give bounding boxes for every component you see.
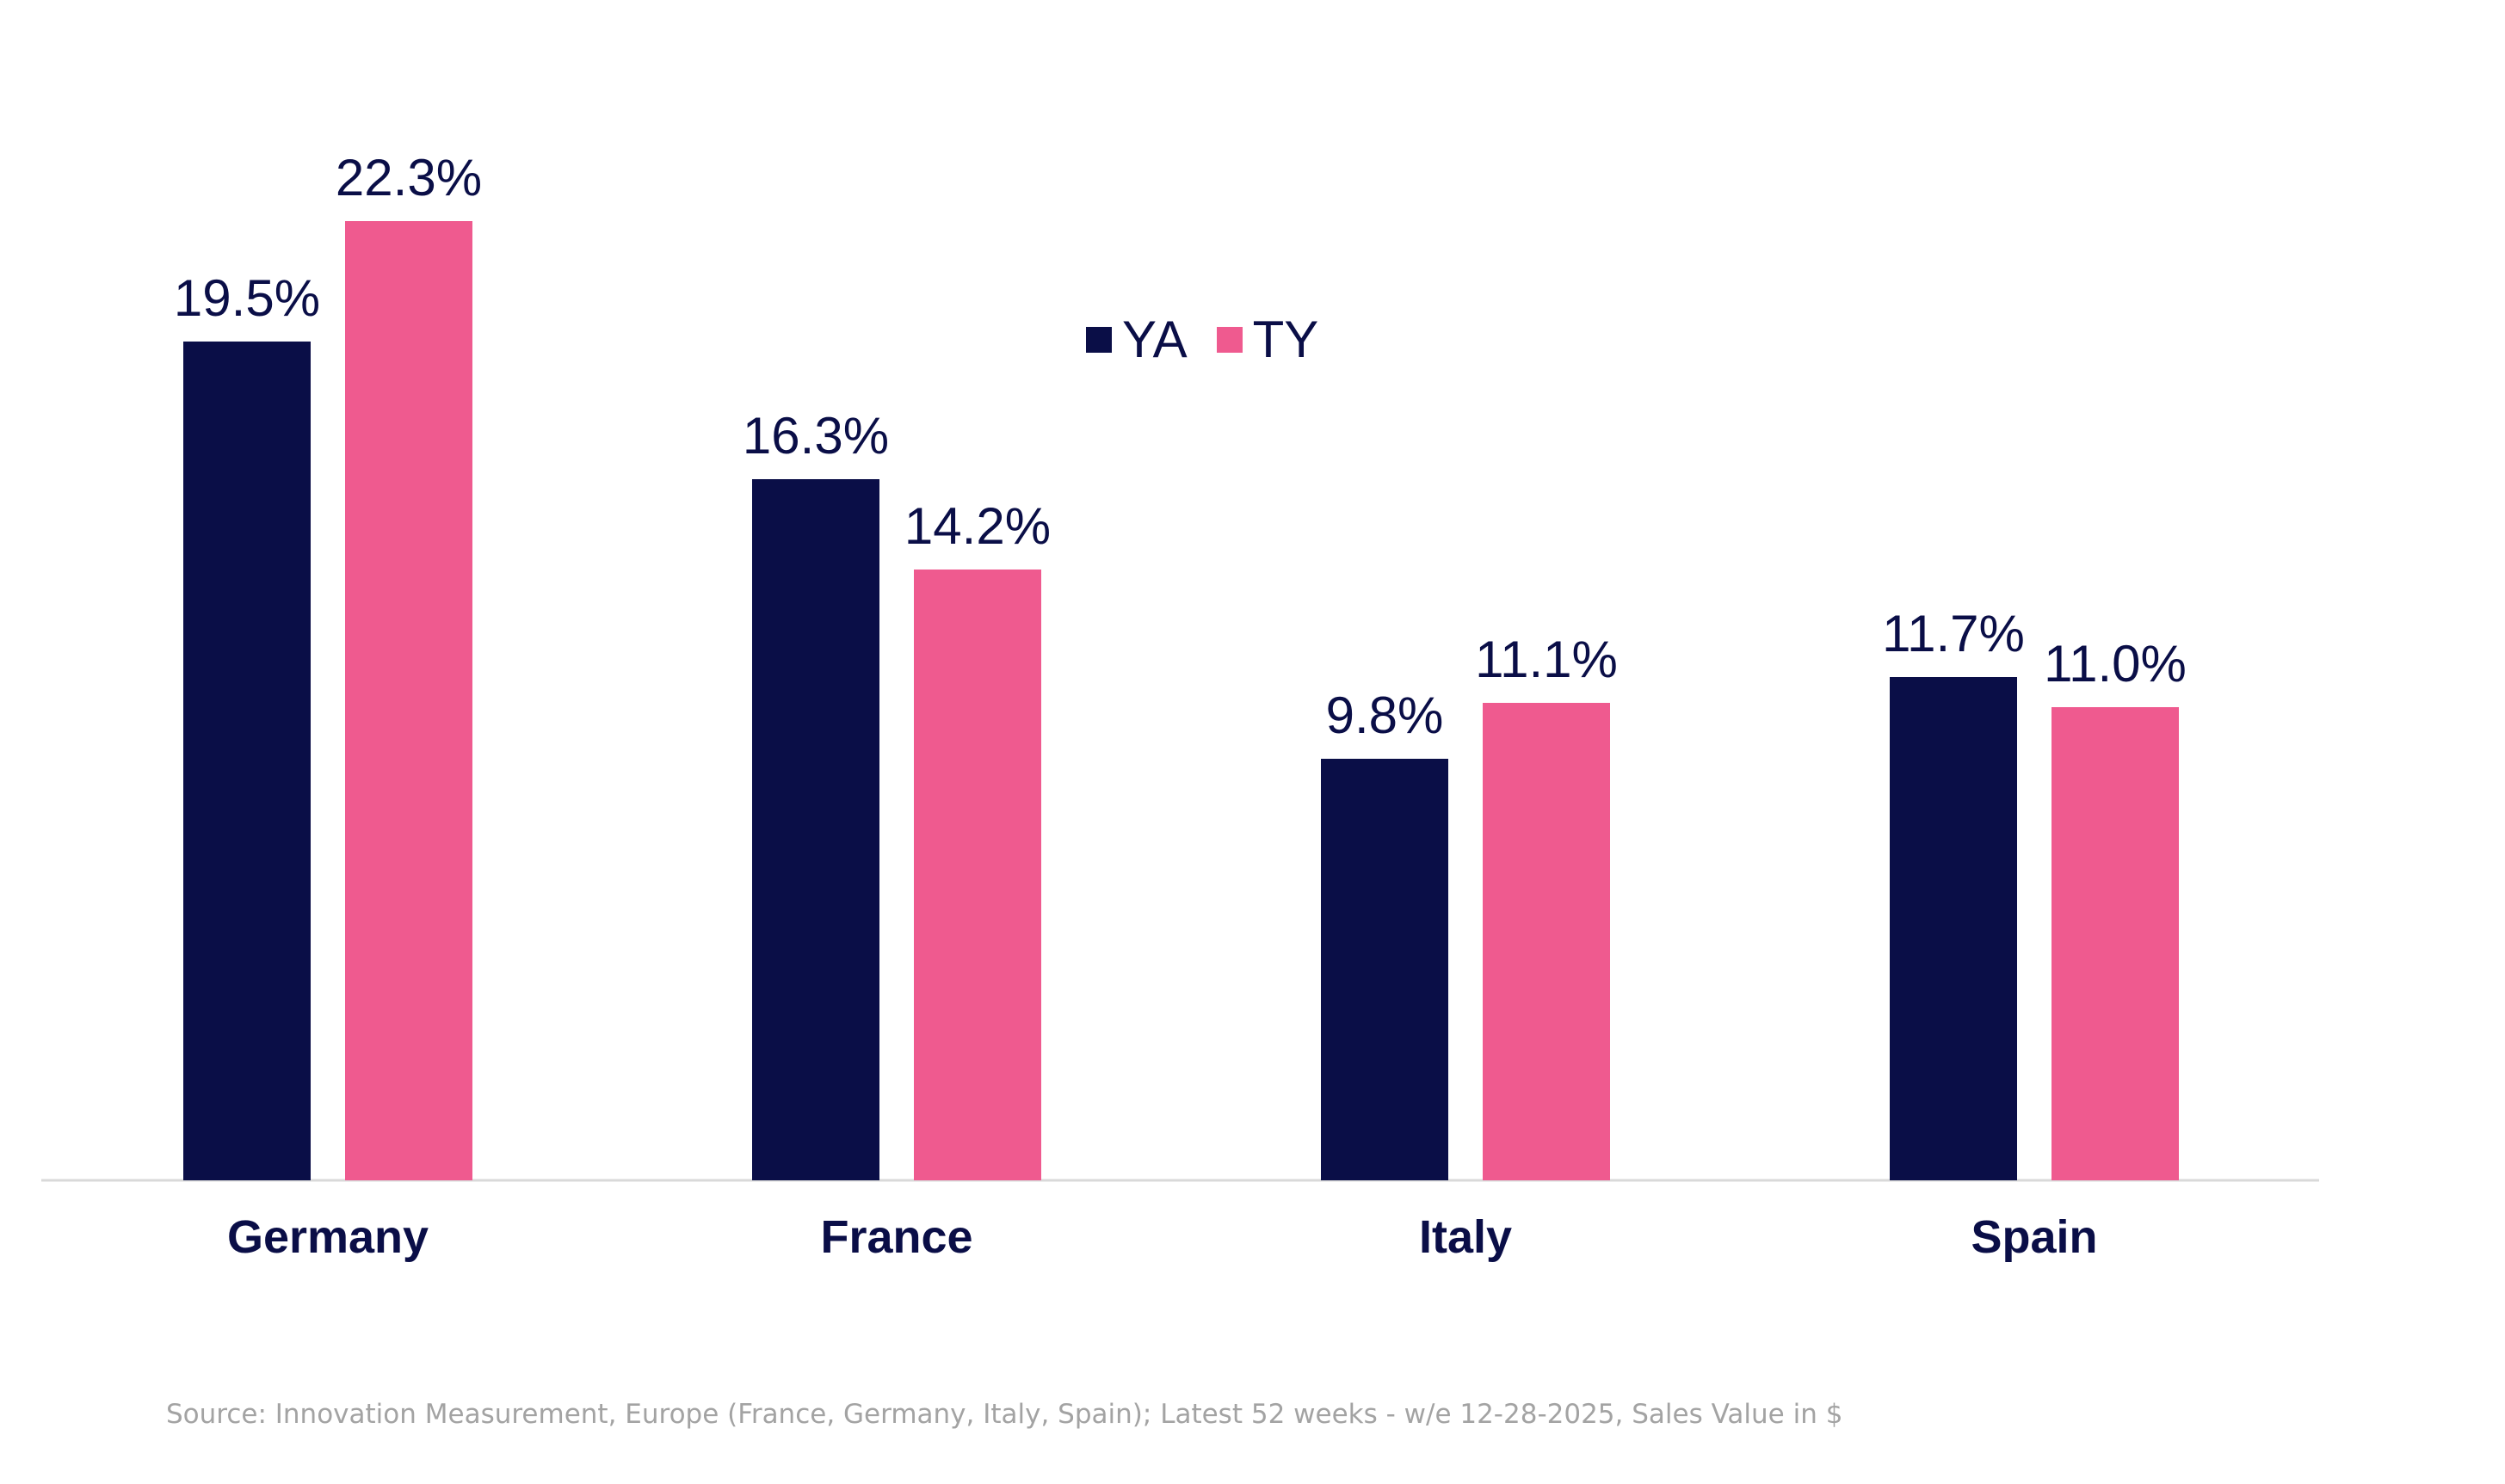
bar-ty-germany — [345, 221, 472, 1180]
x-tick-label-spain: Spain — [1971, 1211, 2097, 1263]
x-tick-labels-layer: Germany France Italy Spain — [227, 1211, 2098, 1263]
legend-item-ty: TY — [1216, 310, 1319, 369]
legend-item-ya: YA — [1086, 310, 1188, 369]
data-label-ty-france: 14.2% — [904, 497, 1051, 555]
bar-ty-italy — [1483, 703, 1610, 1180]
data-label-ya-spain: 11.7% — [1882, 605, 2025, 662]
data-labels-layer: 19.5% 22.3% 16.3% 14.2% 9.8% 11.1% 11.7% 11.0% — [174, 149, 2187, 744]
bars-layer — [183, 221, 2179, 1180]
bar-ty-france — [914, 570, 1041, 1180]
bar-ya-spain — [1890, 677, 2017, 1180]
data-label-ya-italy: 9.8% — [1326, 687, 1444, 744]
chart-legend: YA TY — [1086, 310, 1318, 369]
data-label-ya-germany: 19.5% — [174, 269, 320, 327]
bar-ya-italy — [1321, 759, 1448, 1180]
x-tick-label-france: France — [820, 1211, 972, 1263]
bar-ya-germany — [183, 342, 311, 1180]
data-label-ya-france: 16.3% — [743, 407, 889, 465]
data-label-ty-italy: 11.1% — [1475, 631, 1618, 688]
legend-label-ty: TY — [1252, 311, 1319, 368]
bar-ya-france — [752, 479, 879, 1180]
source-note: Source: Innovation Measurement, Europe (… — [166, 1399, 1843, 1430]
data-label-ty-germany: 22.3% — [336, 149, 482, 206]
x-tick-label-italy: Italy — [1419, 1211, 1512, 1263]
legend-label-ya: YA — [1122, 311, 1188, 368]
legend-swatch-ya — [1086, 326, 1112, 353]
x-tick-label-germany: Germany — [227, 1211, 429, 1263]
data-label-ty-spain: 11.0% — [2044, 635, 2187, 693]
bar-ty-spain — [2052, 707, 2179, 1180]
legend-swatch-ty — [1216, 326, 1243, 353]
